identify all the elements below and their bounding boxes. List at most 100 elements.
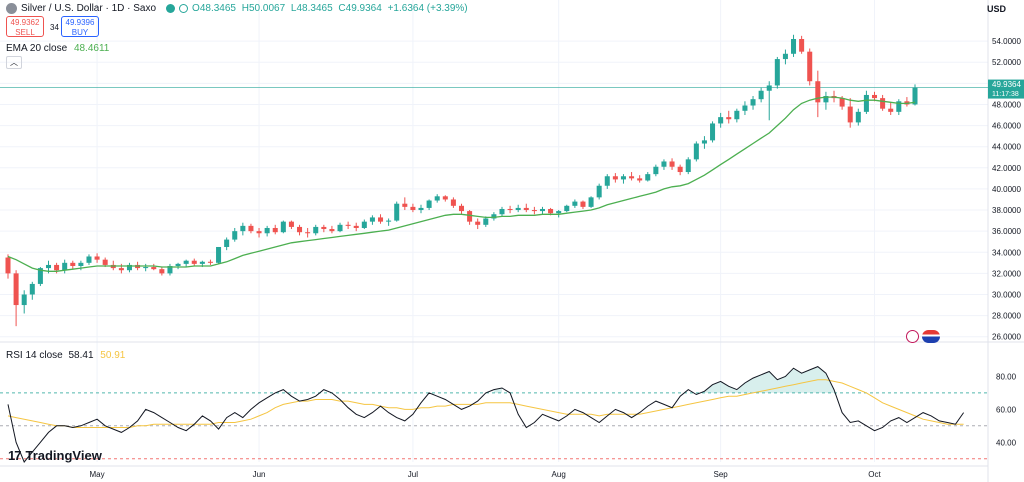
candle-body: [467, 211, 473, 222]
candle-body: [863, 94, 869, 112]
candle-body: [799, 39, 805, 52]
tradingview-logo[interactable]: 17 TradingView: [8, 448, 102, 463]
candle-body: [815, 81, 821, 103]
bolt-icon[interactable]: [906, 330, 919, 343]
price-tick-label: 48.0000: [992, 100, 1021, 109]
ema-20-line: [7, 96, 916, 272]
candle-body: [483, 218, 489, 225]
candle-body: [580, 201, 586, 207]
chevron-up-icon: ︿: [10, 58, 18, 67]
rsi-tick-label: 40.00: [996, 438, 1017, 447]
buy-price: 49.9396: [65, 18, 95, 27]
candle-body: [499, 208, 505, 215]
rsi-ma-line: [7, 379, 964, 428]
rsi-ma-value: 50.91: [100, 350, 126, 361]
candle-body: [369, 217, 375, 222]
price-tick-label: 46.0000: [992, 122, 1021, 131]
candle-body: [604, 176, 610, 186]
candle-body: [620, 176, 626, 180]
candle-body: [54, 264, 60, 271]
collapse-legend-button[interactable]: ︿: [6, 56, 22, 69]
candle-body: [394, 203, 400, 221]
candle-body: [29, 283, 35, 295]
candle-body: [548, 208, 554, 214]
candle-body: [13, 273, 19, 306]
candle-body: [62, 262, 68, 271]
candle-body: [402, 203, 408, 207]
price-tick-label: 40.0000: [992, 185, 1021, 194]
candle-body: [515, 207, 521, 211]
candle-body: [361, 221, 367, 228]
candle-body: [912, 87, 918, 105]
candle-body: [118, 268, 124, 271]
candle-body: [256, 231, 262, 234]
candle-body: [596, 185, 602, 198]
candle-body: [896, 101, 902, 112]
candle-body: [321, 226, 327, 230]
axes: 26.0000 28.0000 30.0000 32.0000 34.0000 36.00…: [90, 37, 1024, 479]
eye-icon[interactable]: [179, 4, 189, 13]
candle-body: [880, 98, 886, 109]
low-value: L48.3465: [290, 3, 333, 14]
rsi-overbought-fill: [704, 366, 834, 393]
ema-legend[interactable]: EMA 20 close 48.4611: [6, 43, 109, 54]
rsi-lines: [7, 366, 965, 463]
tradingview-logo-text: TradingView: [25, 448, 102, 463]
candle-body: [458, 205, 465, 212]
candle-body: [774, 59, 780, 86]
candle-body: [888, 108, 894, 112]
buy-button[interactable]: 49.9396 BUY: [61, 16, 99, 37]
sell-button[interactable]: 49.9362 SELL: [6, 16, 44, 37]
candle-body: [685, 159, 691, 173]
candle-body: [207, 261, 213, 263]
us-flag-icon[interactable]: [922, 330, 940, 343]
candle-body: [78, 262, 84, 266]
candle-body: [588, 197, 594, 207]
spread-value: 34: [50, 23, 59, 32]
candle-body: [507, 208, 513, 211]
candle-body: [637, 178, 643, 181]
month-label: Jul: [408, 470, 418, 479]
currency-label[interactable]: USD: [986, 4, 1006, 14]
candle-body: [70, 262, 76, 266]
candle-body: [734, 110, 740, 120]
symbol-legend[interactable]: Silver / U.S. Dollar · 1D · Saxo O48.346…: [6, 3, 471, 14]
candle-body: [345, 224, 351, 226]
candle-body: [102, 259, 108, 265]
candle-body: [151, 267, 157, 270]
candle-body: [750, 99, 756, 106]
candle-body: [94, 256, 100, 260]
rsi-tick-label: 60.00: [996, 405, 1017, 414]
candle-body: [531, 210, 537, 212]
rsi-line: [7, 366, 965, 463]
candle-body: [612, 176, 618, 180]
rsi-legend[interactable]: RSI 14 close 58.41 50.91: [6, 350, 125, 361]
price-candles: [5, 34, 918, 327]
price-tick-label: 44.0000: [992, 143, 1021, 152]
candle-body: [645, 174, 651, 181]
candle-body: [564, 205, 570, 212]
price-tick-label: 34.0000: [992, 248, 1021, 257]
candle-body: [337, 224, 343, 232]
candle-body: [758, 90, 764, 100]
candle-body: [86, 256, 92, 263]
price-tick-label: 54.0000: [992, 37, 1021, 46]
month-label: Aug: [552, 470, 566, 479]
change-value: +1.6364 (+3.39%): [387, 3, 468, 14]
candle-body: [693, 143, 699, 160]
price-tick-label: 26.0000: [992, 333, 1021, 342]
candle-body: [556, 211, 562, 214]
rsi-label: RSI 14 close: [6, 350, 63, 361]
candle-body: [539, 208, 545, 212]
candle-body: [143, 267, 149, 269]
candle-body: [766, 85, 772, 91]
last-price-value: 49.9364: [992, 80, 1021, 89]
candle-body: [216, 246, 222, 263]
candle-body: [297, 226, 303, 233]
price-tick-label: 32.0000: [992, 269, 1021, 278]
candle-body: [159, 269, 165, 274]
symbol-title: Silver / U.S. Dollar · 1D · Saxo: [21, 3, 157, 14]
candle-body: [669, 161, 675, 167]
month-label: Sep: [714, 470, 729, 479]
